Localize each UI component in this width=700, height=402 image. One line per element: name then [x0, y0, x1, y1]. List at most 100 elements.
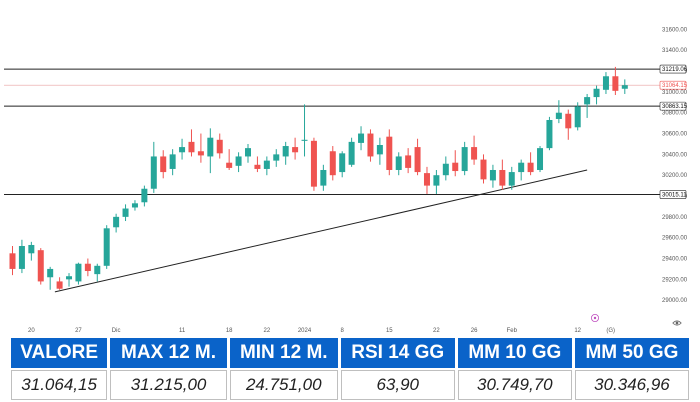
candle-down	[527, 162, 534, 173]
candle-up	[537, 148, 544, 170]
candle-down	[452, 162, 459, 172]
candle-down	[499, 169, 506, 186]
candle-down	[471, 147, 478, 160]
candle-down	[84, 263, 91, 272]
x-tick-label: 18	[226, 328, 233, 334]
candle-down	[310, 140, 317, 187]
candle-down	[292, 147, 299, 153]
candle-down	[386, 136, 393, 170]
stats-header-row: VALORE MAX 12 M. MIN 12 M. RSI 14 GG MM …	[11, 338, 689, 368]
candle-up	[339, 153, 346, 173]
stat-value-mm-10gg: 30.749,70	[457, 370, 572, 400]
candle-up	[122, 208, 129, 217]
candle-down	[565, 113, 572, 129]
candle-up	[518, 162, 525, 173]
candle-up	[395, 156, 402, 170]
candle-up	[235, 156, 242, 166]
level-label: 31219.06	[662, 67, 688, 73]
x-tick-label: 26	[471, 328, 478, 334]
candle-up	[66, 276, 73, 280]
stat-header-mm-10gg: MM 10 GG	[457, 338, 572, 368]
stat-value-mm-50gg: 30.346,96	[574, 370, 689, 400]
current-price-label: 31064.15	[662, 83, 688, 89]
stats-value-row: 31.064,15 31.215,00 24.751,00 63,90 30.7…	[11, 370, 689, 400]
x-tick-label: 27	[75, 328, 82, 334]
level-badge	[659, 190, 687, 199]
y-tick-label: 29600.00	[662, 236, 688, 242]
y-tick-label: 29000.00	[662, 298, 688, 304]
x-tick-label: 15	[386, 328, 393, 334]
candle-up	[273, 154, 280, 161]
candle-down	[612, 76, 619, 91]
candle-down	[405, 155, 412, 168]
y-tick-label: 30600.00	[662, 132, 688, 138]
y-tick-label: 29200.00	[662, 277, 688, 283]
candle-up	[358, 133, 365, 143]
candle-up	[555, 112, 562, 119]
candle-down	[414, 147, 421, 173]
candle-up	[75, 263, 82, 282]
candle-up	[433, 175, 440, 186]
candle-up	[320, 169, 327, 186]
stat-value-valore: 31.064,15	[11, 370, 108, 400]
candle-down	[226, 162, 233, 168]
candle-up	[207, 137, 214, 157]
candle-up	[245, 148, 251, 157]
candle-up	[593, 88, 600, 98]
x-tick-label: 22	[263, 328, 270, 334]
y-tick-label: 30400.00	[662, 152, 688, 158]
stat-header-valore: VALORE	[11, 338, 108, 368]
candle-up	[508, 172, 515, 186]
candle-down	[254, 164, 261, 169]
x-tick-label: Dic	[112, 328, 121, 334]
y-tick-label: 31600.00	[662, 27, 688, 33]
current-price-badge	[659, 80, 687, 90]
candle-up	[169, 154, 176, 169]
candle-up	[584, 97, 591, 105]
level-badge	[659, 64, 687, 74]
candle-down	[480, 159, 487, 180]
y-tick-label: 31000.00	[662, 90, 688, 96]
candle-up	[263, 160, 270, 169]
x-tick-label: 20	[28, 328, 35, 334]
candle-up	[282, 146, 289, 157]
candle-up	[94, 265, 101, 275]
stat-header-max-12m: MAX 12 M.	[110, 338, 227, 368]
candle-down	[216, 139, 223, 154]
candle-down	[160, 156, 167, 173]
candle-up	[28, 244, 35, 254]
candle-down	[367, 133, 374, 157]
y-tick-label: 29800.00	[662, 215, 688, 221]
y-tick-label: 30200.00	[662, 173, 688, 179]
x-tick-label: 8	[341, 328, 345, 334]
trend-line	[54, 169, 588, 293]
y-tick-label: 30800.00	[662, 111, 688, 117]
x-tick-label: Feb	[507, 328, 518, 334]
stat-value-min-12m: 24.751,00	[229, 370, 338, 400]
stat-value-rsi-14gg: 63,90	[340, 370, 455, 400]
candle-up	[489, 169, 496, 181]
chart-area: 29000.00 29200.00 29400.00 29600.00 29800.00…	[4, 27, 688, 334]
stats-table: VALORE MAX 12 M. MIN 12 M. RSI 14 GG MM …	[8, 336, 692, 400]
candle-up	[18, 246, 25, 269]
level-label: 30863.15	[662, 104, 688, 110]
stat-header-mm-50gg: MM 50 GG	[574, 338, 689, 368]
y-tick-label: 29400.00	[662, 257, 688, 263]
candle-up	[376, 144, 383, 155]
candle-up	[574, 106, 581, 128]
x-tick-label: (G)	[606, 328, 615, 334]
candle-up	[602, 76, 609, 90]
eye-icon[interactable]	[672, 318, 682, 328]
candle-up	[131, 203, 138, 208]
x-tick-label: 2024	[298, 328, 312, 334]
candle-up	[103, 228, 110, 266]
x-tick-label: 22	[433, 328, 440, 334]
stat-header-rsi-14gg: RSI 14 GG	[340, 338, 455, 368]
candle-down	[188, 141, 195, 153]
candle-down	[9, 253, 16, 269]
candle-down	[37, 250, 44, 282]
candle-down	[329, 151, 336, 176]
candle-up	[141, 188, 148, 203]
stat-header-min-12m: MIN 12 M.	[229, 338, 338, 368]
candle-up	[621, 85, 628, 89]
